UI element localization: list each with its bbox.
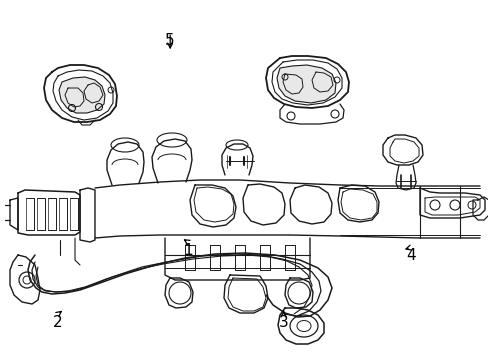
Text: 1: 1 [183, 243, 193, 258]
Text: 2: 2 [53, 315, 62, 330]
Polygon shape [276, 65, 335, 103]
Text: 5: 5 [165, 33, 175, 48]
Text: 3: 3 [278, 315, 288, 330]
Text: 4: 4 [405, 248, 415, 263]
Polygon shape [59, 77, 105, 113]
